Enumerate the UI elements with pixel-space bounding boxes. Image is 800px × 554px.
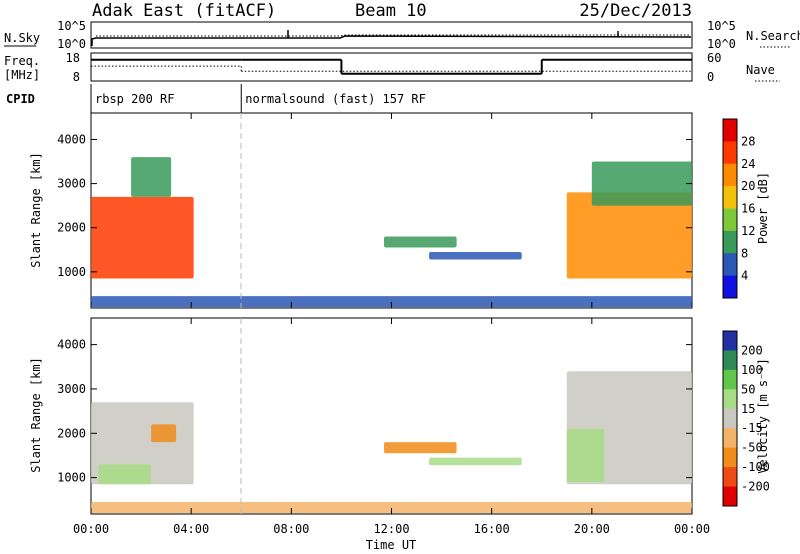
colorbar-tick-label: 200 [741, 343, 763, 357]
colorbar-swatch [723, 208, 737, 232]
cpid-segments: rbsp 200 RF normalsound (fast) 157 RF [95, 84, 426, 113]
colorbar-tick-label: 16 [741, 202, 755, 216]
velocity-colorbar-label: Velocity [m s⁻¹] [756, 358, 770, 474]
x-tick-label: 00:00 [674, 522, 710, 536]
nsearch-label: N.Search [746, 29, 800, 43]
colorbar-swatch [723, 369, 737, 390]
heatmap-region [429, 251, 522, 260]
nave-tick-bottom: 0 [707, 70, 714, 84]
nave-label: Nave [746, 63, 775, 77]
freq-panel-frame [90, 52, 693, 82]
colorbar-swatch [723, 447, 737, 468]
velocity-ylabel: Slant Range [km] [29, 357, 43, 473]
colorbar-swatch [723, 408, 737, 429]
colorbar-tick-label: 50 [741, 382, 755, 396]
colorbar-swatch [723, 275, 737, 299]
nsky-tick-top: 10^5 [57, 19, 86, 33]
colorbar-swatch [723, 253, 737, 277]
heatmap-region [591, 161, 692, 206]
colorbar-swatch [723, 230, 737, 254]
colorbar-tick-label: 4 [741, 269, 748, 283]
nsky-panel-frame [90, 21, 693, 49]
y-tick-label: 2000 [57, 426, 86, 440]
freq-unit-label: [MHz] [4, 68, 40, 82]
cpid-label: CPID [6, 92, 35, 106]
beam-title: Beam 10 [355, 1, 427, 21]
colorbar-tick-label: 12 [741, 224, 755, 238]
heatmap-region [98, 464, 152, 485]
y-tick-label: 4000 [57, 338, 86, 352]
colorbar-swatch [723, 163, 737, 187]
y-tick-label: 1000 [57, 265, 86, 279]
x-tick-label: 04:00 [173, 522, 209, 536]
nave-tick-top: 60 [707, 51, 721, 65]
heatmap-region [566, 192, 692, 279]
x-tick-label: 08:00 [273, 522, 309, 536]
colorbar-tick-label: 28 [741, 134, 755, 148]
power-colorbar-label: Power [dB] [756, 172, 770, 244]
nsearch-tick-bottom: 10^0 [707, 37, 736, 51]
x-tick-label: 16:00 [474, 522, 510, 536]
power-ylabel: Slant Range [km] [29, 152, 43, 268]
nave-trace [91, 65, 692, 72]
colorbar-tick-label: 24 [741, 157, 755, 171]
heatmap-region [429, 457, 522, 466]
colorbar-tick-label: -200 [741, 480, 770, 494]
cpid-segment-label: normalsound (fast) 157 RF [245, 92, 426, 106]
nsky-label: N.Sky [4, 31, 40, 45]
power-colorbar: 28 24 20 16 12 8 4 [722, 118, 755, 299]
heatmap-region [91, 402, 194, 485]
y-tick-label: 1000 [57, 471, 86, 485]
colorbar-tick-label: -100 [741, 460, 770, 474]
colorbar-tick-label: 20 [741, 179, 755, 193]
colorbar-tick-label: 15 [741, 402, 755, 416]
colorbar-swatch [723, 186, 737, 209]
freq-label: Freq. [4, 54, 40, 68]
x-axis-label: Time UT [366, 538, 417, 552]
heatmap-region [91, 196, 194, 279]
colorbar-swatch [723, 467, 737, 488]
y-tick-label: 3000 [57, 177, 86, 191]
power-y-ticks: 4000 3000 2000 1000 [57, 132, 692, 279]
y-tick-label: 4000 [57, 132, 86, 146]
x-tick-label: 20:00 [574, 522, 610, 536]
heatmap-region [131, 157, 172, 197]
nsearch-tick-top: 10^5 [707, 19, 736, 33]
nsky-tick-bottom: 10^0 [57, 37, 86, 51]
freq-tick-top: 18 [66, 51, 80, 65]
colorbar-tick-label: -15 [741, 421, 763, 435]
colorbar-swatch [723, 486, 737, 507]
heatmap-region [151, 424, 177, 443]
y-tick-label: 3000 [57, 382, 86, 396]
colorbar-swatch [723, 141, 737, 165]
colorbar-frame [722, 118, 738, 299]
colorbar-frame [722, 330, 738, 507]
cpid-segment-label: rbsp 200 RF [95, 92, 174, 106]
colorbar-swatch [723, 119, 737, 142]
colorbar-swatch [723, 350, 737, 371]
y-tick-label: 2000 [57, 221, 86, 235]
colorbar-tick-label: 100 [741, 363, 763, 377]
station-title: Adak East (fitACF) [92, 1, 276, 21]
freq-trace [91, 58, 692, 75]
velocity-colorbar: 200 100 50 15 -15 -50 -100 -200 [722, 330, 770, 507]
velocity-y-ticks: 4000 3000 2000 1000 [57, 338, 692, 485]
heatmap-region [383, 236, 457, 248]
colorbar-swatch [723, 389, 737, 410]
heatmap-region [566, 428, 605, 483]
colorbar-swatch [723, 331, 737, 351]
colorbar-swatch [723, 428, 737, 449]
x-tick-label: 00:00 [73, 522, 109, 536]
colorbar-tick-label: -50 [741, 441, 763, 455]
time-axis-ticks: 00:00 04:00 08:00 12:00 16:00 20:00 00:00 [73, 113, 710, 536]
colorbar-tick-label: 8 [741, 246, 748, 260]
freq-tick-bottom: 8 [73, 70, 80, 84]
heatmap-region [383, 442, 457, 454]
nsky-trace [91, 35, 692, 46]
x-tick-label: 12:00 [373, 522, 409, 536]
date-title: 25/Dec/2013 [579, 1, 692, 21]
